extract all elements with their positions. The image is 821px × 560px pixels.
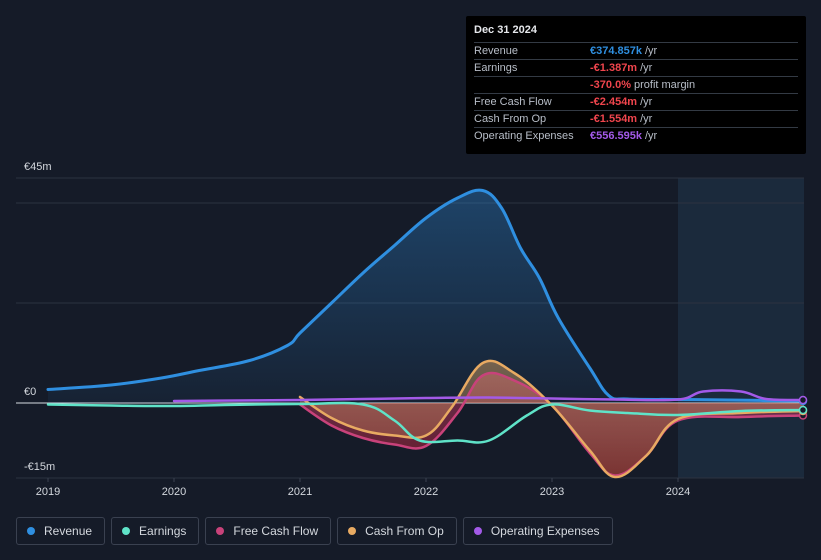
tooltip-row: Revenue €374.857k/yr [474, 42, 798, 59]
tooltip-label [474, 77, 590, 93]
legend-dot-icon [473, 527, 482, 535]
legend-dot-icon [216, 527, 225, 535]
tooltip-unit: /yr [640, 96, 653, 108]
legend-label: Revenue [44, 524, 93, 538]
tooltip-value: -€1.387m [590, 62, 638, 74]
tooltip-row: Operating Expenses €556.595k/yr [474, 127, 798, 144]
tooltip-unit: /yr [640, 113, 653, 125]
axis-labels: €45m €0 -€15m 2019 2020 2021 2022 2023 2024 [24, 161, 690, 498]
y-tick-label: €0 [24, 386, 36, 398]
legend-dot-icon [122, 527, 131, 535]
legend-item-operating-expenses[interactable]: Operating Expenses [462, 517, 613, 545]
earnings-line [46, 401, 806, 444]
legend-dot-icon [348, 527, 357, 535]
tooltip-unit: /yr [645, 45, 658, 57]
legend-item-cash-from-op[interactable]: Cash From Op [337, 517, 457, 545]
tooltip-unit: profit margin [633, 79, 696, 91]
tooltip-row: Cash From Op -€1.554m/yr [474, 110, 798, 127]
tooltip-row: -370.0% profit margin [474, 76, 798, 93]
tooltip-row: Earnings -€1.387m/yr [474, 59, 798, 76]
x-tick-label: 2019 [36, 486, 60, 498]
legend-label: Operating Expenses [490, 524, 600, 538]
x-tick-label: 2022 [414, 486, 438, 498]
legend-item-revenue[interactable]: Revenue [16, 517, 106, 545]
series-lines [46, 188, 808, 479]
legend-label: Earnings [139, 524, 187, 538]
y-tick-label: -€15m [24, 461, 55, 473]
legend-label: Free Cash Flow [233, 524, 319, 538]
tooltip-panel: Dec 31 2024 Revenue €374.857k/yr Earnings -… [466, 16, 806, 154]
cash-from-op-line [298, 359, 806, 479]
tooltip-label: Free Cash Flow [474, 96, 552, 108]
x-tick-label: 2021 [288, 486, 312, 498]
tooltip-unit: /yr [640, 62, 653, 74]
tooltip-label: Earnings [474, 62, 518, 74]
tooltip-label: Revenue [474, 45, 519, 57]
tooltip-row: Free Cash Flow -€2.454m/yr [474, 93, 798, 110]
legend-item-earnings[interactable]: Earnings [111, 517, 200, 545]
tooltip-value: -370.0% [590, 79, 631, 91]
tooltip-date: Dec 31 2024 [474, 24, 537, 36]
legend-label: Cash From Op [365, 524, 444, 538]
tooltip-unit: /yr [645, 130, 658, 142]
x-tick-label: 2023 [540, 486, 564, 498]
cash-from-op-area [300, 360, 804, 478]
tooltip-label: Cash From Op [474, 113, 547, 125]
tooltip-value: €556.595k [590, 130, 642, 142]
legend-dot-icon [27, 527, 35, 535]
tooltip-value: -€2.454m [590, 96, 638, 108]
tooltip-value: €374.857k [590, 45, 642, 57]
revenue-area [48, 190, 804, 403]
tooltip-value: -€1.554m [590, 113, 638, 125]
forecast-region [678, 178, 804, 478]
y-tick-label: €45m [24, 161, 52, 173]
tooltip-label: Operating Expenses [474, 130, 574, 142]
x-tick-label: 2024 [666, 486, 690, 498]
earnings-end-marker [798, 405, 808, 415]
legend-item-free-cash-flow[interactable]: Free Cash Flow [205, 517, 332, 545]
operating-expenses-line [172, 389, 806, 403]
x-tick-label: 2020 [162, 486, 186, 498]
operating-expenses-end-marker [798, 395, 808, 405]
legend: Revenue Earnings Free Cash Flow Cash From O… [16, 517, 613, 545]
